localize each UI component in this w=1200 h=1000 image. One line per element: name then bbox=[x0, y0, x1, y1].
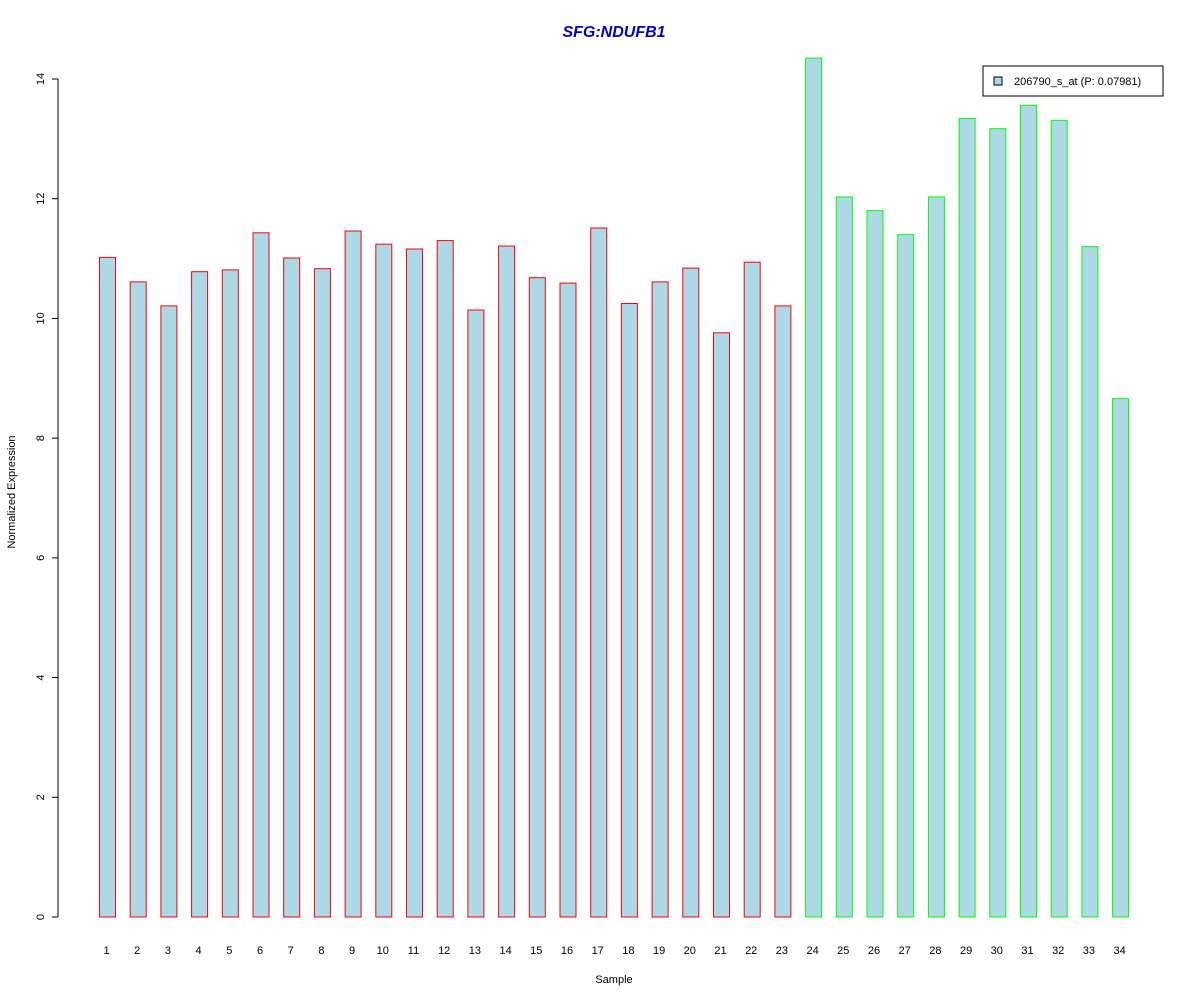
bar bbox=[375, 243, 393, 918]
x-tick-label: 28 bbox=[929, 945, 941, 957]
x-tick-label: 19 bbox=[653, 945, 665, 957]
y-tick-label: 10 bbox=[35, 312, 47, 324]
bar bbox=[467, 309, 485, 918]
x-tick-label: 17 bbox=[592, 945, 604, 957]
bar bbox=[406, 248, 423, 918]
x-tick-label: 7 bbox=[288, 945, 294, 957]
x-tick-label: 22 bbox=[745, 945, 757, 957]
x-tick-label: 21 bbox=[714, 945, 726, 957]
x-tick-label: 14 bbox=[499, 945, 511, 957]
x-tick-label: 12 bbox=[438, 945, 450, 957]
x-tick-label: 1 bbox=[103, 945, 109, 957]
y-tick-label: 6 bbox=[35, 555, 47, 561]
x-tick-label: 9 bbox=[349, 945, 355, 957]
bar bbox=[221, 269, 239, 918]
legend-box bbox=[982, 65, 1164, 97]
x-tick-label: 4 bbox=[196, 945, 202, 957]
legend-label: 206790_s_at (P: 0.07981) bbox=[1014, 76, 1141, 88]
x-tick-label: 29 bbox=[960, 945, 972, 957]
bar bbox=[1081, 246, 1099, 918]
y-tick-label: 4 bbox=[35, 675, 47, 681]
bar bbox=[620, 303, 638, 918]
x-tick-label: 11 bbox=[408, 945, 419, 957]
bar bbox=[1020, 104, 1037, 918]
x-axis-title: Sample bbox=[595, 974, 632, 986]
x-tick-label: 13 bbox=[469, 945, 481, 957]
x-tick-label: 30 bbox=[991, 945, 1003, 957]
x-tick-label: 32 bbox=[1052, 945, 1064, 957]
bar bbox=[682, 267, 700, 918]
x-tick-label: 27 bbox=[899, 945, 911, 957]
bar bbox=[927, 196, 945, 918]
bar bbox=[651, 281, 669, 918]
bar bbox=[283, 257, 301, 918]
x-tick-label: 23 bbox=[776, 945, 788, 957]
x-tick-label: 6 bbox=[257, 945, 263, 957]
bars bbox=[99, 57, 1130, 918]
x-tick-label: 26 bbox=[868, 945, 880, 957]
bar bbox=[344, 230, 362, 918]
bar bbox=[498, 245, 516, 918]
bar bbox=[866, 210, 884, 918]
bar bbox=[160, 305, 178, 918]
bar bbox=[129, 281, 147, 918]
bar bbox=[436, 240, 454, 918]
bar bbox=[559, 282, 577, 918]
bar bbox=[590, 227, 608, 918]
bar bbox=[313, 268, 331, 918]
y-tick-label: 14 bbox=[35, 73, 47, 85]
x-tick-label: 31 bbox=[1021, 945, 1033, 957]
bar bbox=[99, 256, 116, 918]
bar bbox=[528, 277, 546, 918]
legend-swatch bbox=[993, 76, 1003, 86]
x-tick-label: 5 bbox=[226, 945, 232, 957]
bar bbox=[774, 305, 792, 918]
bar bbox=[713, 332, 730, 918]
y-tick-label: 12 bbox=[35, 193, 47, 205]
x-tick-label: 25 bbox=[837, 945, 849, 957]
y-tick-label: 2 bbox=[35, 794, 47, 800]
bar bbox=[743, 261, 761, 918]
y-axis-title: Normalized Expression bbox=[6, 435, 18, 548]
x-tick-label: 33 bbox=[1083, 945, 1095, 957]
bar bbox=[958, 118, 976, 918]
bar bbox=[989, 128, 1007, 918]
bar bbox=[835, 196, 853, 918]
bar bbox=[1050, 119, 1068, 918]
bar bbox=[1112, 398, 1130, 918]
x-tick-label: 10 bbox=[377, 945, 389, 957]
x-tick-label: 15 bbox=[530, 945, 542, 957]
bar bbox=[897, 234, 915, 918]
y-tick-label: 0 bbox=[35, 914, 47, 920]
x-tick-label: 34 bbox=[1113, 945, 1125, 957]
x-tick-label: 2 bbox=[134, 945, 140, 957]
x-tick-label: 24 bbox=[806, 945, 818, 957]
bar bbox=[805, 57, 823, 918]
y-tick-label: 8 bbox=[35, 435, 47, 441]
y-axis: 0 2 4 6 8 10 12 14 bbox=[35, 73, 59, 920]
chart-title: SFG:NDUFB1 bbox=[562, 24, 665, 41]
bar bbox=[191, 271, 209, 918]
legend: 206790_s_at (P: 0.07981) bbox=[982, 65, 1164, 97]
x-tick-label: 20 bbox=[684, 945, 696, 957]
x-tick-labels: 1 2 3 4 5 6 7 8 9 10 11 12 13 14 15 16 17 18 19 20 21 22 23 24 2… bbox=[103, 945, 1125, 957]
x-tick-label: 3 bbox=[165, 945, 171, 957]
bar bbox=[252, 232, 270, 918]
x-tick-label: 16 bbox=[561, 945, 573, 957]
x-tick-label: 8 bbox=[318, 945, 324, 957]
x-tick-label: 18 bbox=[622, 945, 634, 957]
